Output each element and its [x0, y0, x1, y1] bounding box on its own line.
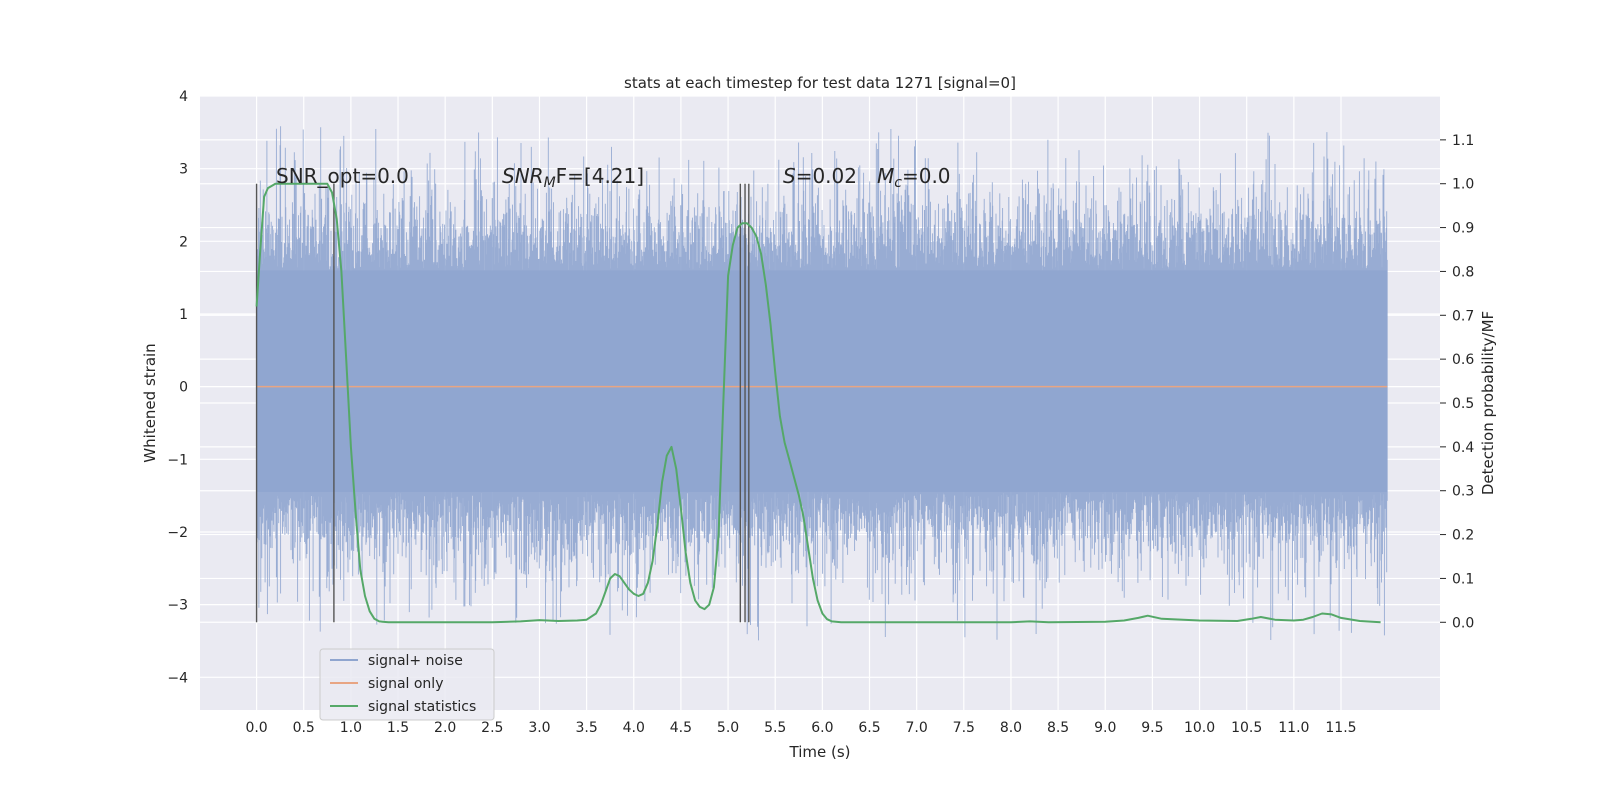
right-axis-label: Detection probability/MF [1479, 311, 1497, 495]
x-tick-label: 6.5 [858, 720, 880, 736]
right-tick-label: 0.2 [1452, 528, 1474, 544]
annotation-snr-opt: SNR_opt=0.0 [276, 164, 409, 188]
x-tick-label: 1.5 [387, 720, 409, 736]
mc-value: =0.0 [902, 164, 951, 188]
x-tick-label: 11.0 [1278, 720, 1309, 736]
x-tick-label: 0.5 [293, 720, 315, 736]
legend-label-noise: signal+ noise [368, 653, 463, 669]
annotation-mc: Mc=0.0 [877, 164, 951, 191]
vertical-markers [255, 183, 750, 623]
snr-mf-value: F=[4.21] [556, 164, 644, 188]
mc-symbol: M [877, 164, 894, 188]
s-symbol: S [783, 164, 796, 188]
x-tick-label: 5.0 [717, 720, 739, 736]
x-tick-label: 8.5 [1047, 720, 1069, 736]
x-tick-label: 3.0 [528, 720, 550, 736]
x-tick-label: 5.5 [764, 720, 786, 736]
snr-mf-symbol: SNR [502, 164, 544, 188]
y-tick-label: 2 [179, 234, 188, 250]
y-tick-label: 3 [179, 162, 188, 178]
annotation-snr-mf: SNRMF=[4.21] [502, 164, 644, 191]
x-tick-label: 1.0 [340, 720, 362, 736]
y-tick-label: −2 [167, 525, 188, 541]
y-tick-label: −3 [167, 598, 188, 614]
right-tick-label: 0.3 [1452, 484, 1474, 500]
y-axis-ticks: 4 3 2 1 0 −1 −2 −3 −4 [167, 89, 188, 686]
annotation-s: S=0.02 [783, 164, 857, 188]
y-axis-label: Whitened strain [141, 343, 159, 462]
legend-label-stats: signal statistics [368, 699, 476, 715]
y-tick-label: 4 [179, 89, 188, 105]
signal-statistics-series [255, 182, 1381, 624]
right-tick-label: 0.9 [1452, 221, 1474, 237]
x-axis-ticks: 0.0 0.5 1.0 1.5 2.0 2.5 3.0 3.5 4.0 4.5 5.0 5.5 6.0 6… [245, 720, 1356, 736]
right-tick-label: 0.0 [1452, 615, 1474, 631]
x-tick-label: 7.0 [906, 720, 928, 736]
right-tick-label: 0.7 [1452, 308, 1474, 324]
right-tick-label: 0.6 [1452, 352, 1474, 368]
y-tick-label: 0 [179, 380, 188, 396]
right-tick-label: 0.5 [1452, 396, 1474, 412]
s-value: =0.02 [796, 164, 857, 188]
right-tick-label: 1.1 [1452, 133, 1474, 149]
x-tick-label: 6.0 [811, 720, 833, 736]
chart-title: stats at each timestep for test data 127… [624, 74, 1016, 92]
y-tick-label: −1 [167, 452, 188, 468]
y-tick-label: −4 [167, 670, 188, 686]
x-tick-label: 4.0 [623, 720, 645, 736]
x-tick-label: 7.5 [953, 720, 975, 736]
right-tick-label: 0.8 [1452, 264, 1474, 280]
mc-subscript: c [894, 175, 902, 191]
x-tick-label: 9.5 [1141, 720, 1163, 736]
x-tick-label: 8.0 [1000, 720, 1022, 736]
x-tick-label: 0.0 [245, 720, 267, 736]
x-tick-label: 2.5 [481, 720, 503, 736]
right-tick-label: 1.0 [1452, 177, 1474, 193]
legend: signal+ noise signal only signal statist… [319, 648, 495, 721]
x-tick-label: 4.5 [670, 720, 692, 736]
signal-noise-series [256, 126, 1388, 641]
x-tick-label: 10.0 [1184, 720, 1215, 736]
x-tick-label: 11.5 [1325, 720, 1356, 736]
x-axis-label: Time (s) [789, 743, 851, 761]
x-tick-label: 9.0 [1094, 720, 1116, 736]
right-tick-label: 0.4 [1452, 440, 1474, 456]
legend-box [319, 648, 495, 721]
right-tick-label: 0.1 [1452, 571, 1474, 587]
x-tick-label: 3.5 [575, 720, 597, 736]
y-tick-label: 1 [179, 307, 188, 323]
right-axis-ticks: 1.1 1.0 0.9 0.8 0.7 0.6 0.5 0.4 0.3 0.2 0.1 0.0 [1440, 133, 1474, 631]
signal-statistics-line [255, 182, 1381, 624]
legend-label-signal: signal only [368, 676, 443, 692]
snr-mf-subscript: M [544, 175, 556, 191]
x-tick-label: 2.0 [434, 720, 456, 736]
x-tick-label: 10.5 [1231, 720, 1262, 736]
